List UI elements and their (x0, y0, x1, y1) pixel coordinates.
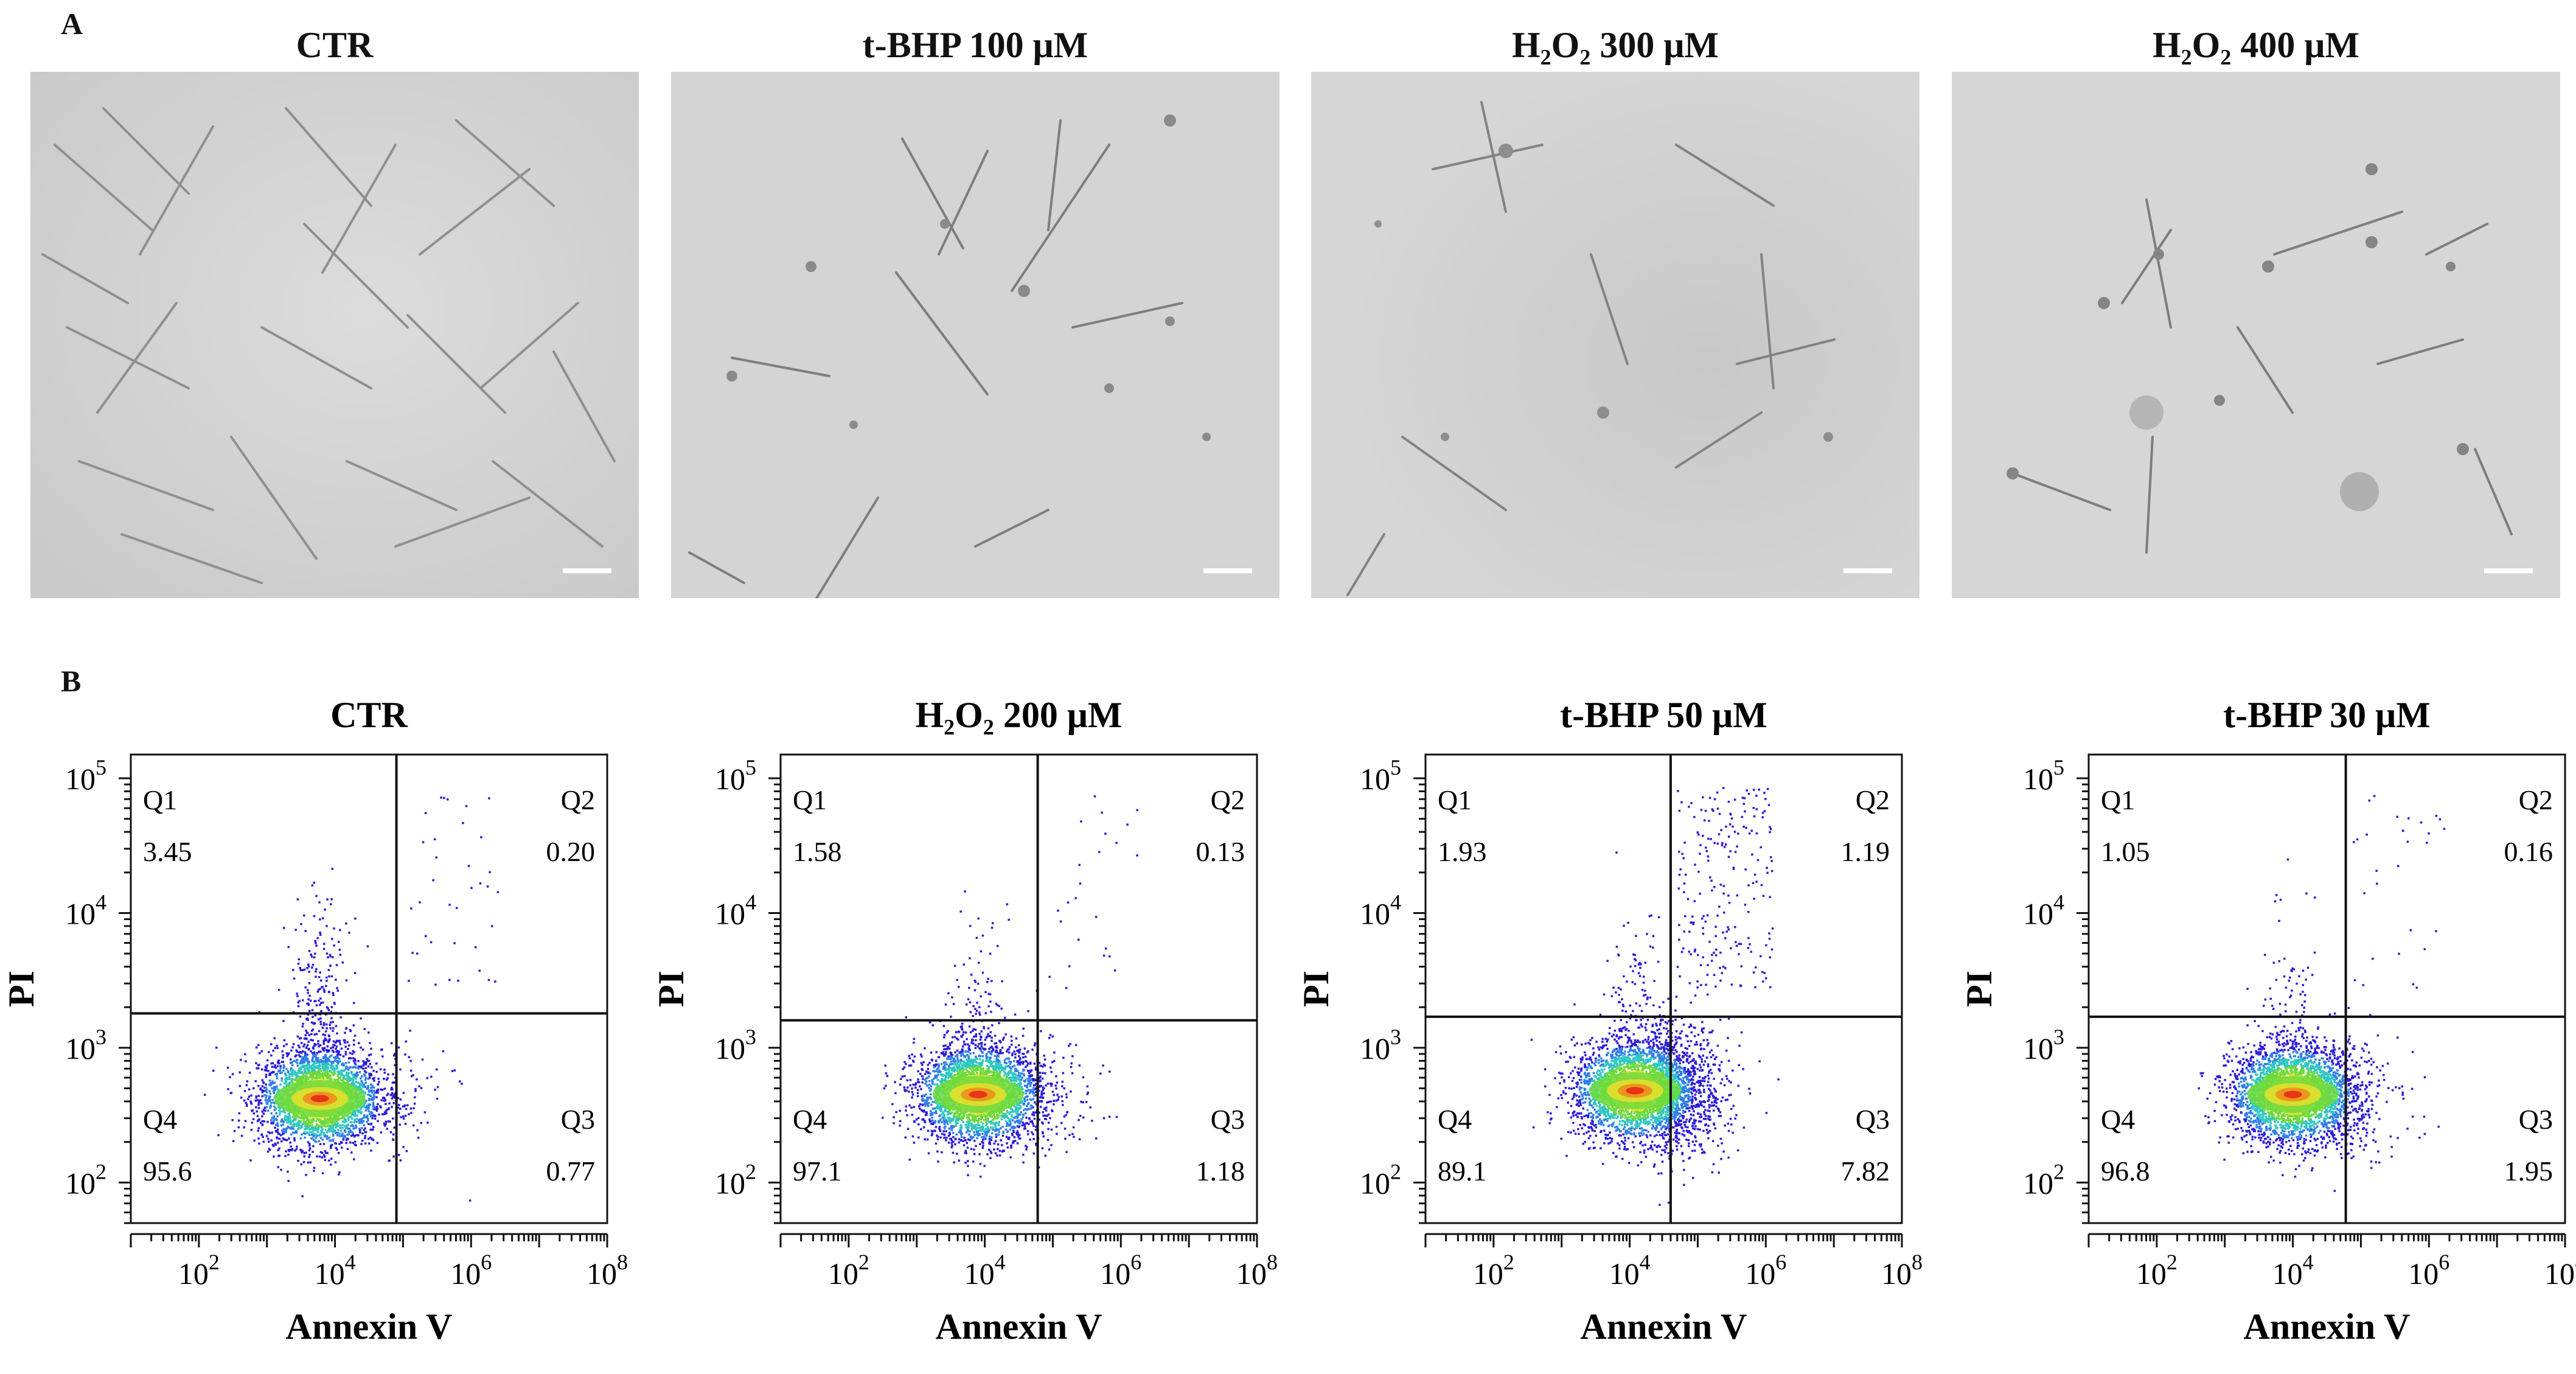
quadrant-name: Q3 (561, 1104, 595, 1135)
y-tick-label: 104 (1360, 890, 1401, 930)
flow-cytometry-panel: CTR Q1 3.45 Q2 0.20 Q3 0.77 Q4 95.6 102 103 104 105 1… (1, 695, 2576, 1347)
quadrant-name: Q4 (793, 1104, 827, 1135)
quadrant-name: Q1 (793, 784, 827, 815)
facs-plot-1: CTR Q1 3.45 Q2 0.20 Q3 0.77 Q4 95.6 102 103 104 105 1… (1, 695, 628, 1347)
quadrant-value: 0.20 (546, 836, 596, 867)
event-dots (204, 797, 500, 1202)
quadrant-value: 89.1 (1438, 1156, 1487, 1187)
y-tick-label: 102 (715, 1159, 756, 1200)
y-tick-label: 105 (65, 755, 106, 796)
panel-b-letter: B (61, 664, 82, 698)
plot-frame (130, 753, 608, 1224)
x-tick-label: 106 (1745, 1250, 1786, 1291)
y-axis-label: PI (1, 971, 41, 1007)
quadrant-name: Q4 (2101, 1104, 2135, 1135)
plot-frame (779, 753, 1258, 1224)
y-tick-label: 103 (715, 1025, 756, 1065)
x-tick-label: 108 (1881, 1250, 1923, 1291)
quadrant-name: Q3 (2519, 1104, 2553, 1135)
y-tick-label: 104 (65, 890, 106, 930)
x-tick-label: 102 (2136, 1250, 2177, 1291)
x-tick-label: 106 (450, 1250, 492, 1291)
y-axis-label: PI (651, 971, 691, 1007)
y-axis-label: PI (1296, 971, 1336, 1007)
y-tick-label: 102 (65, 1159, 106, 1200)
quadrant-value: 7.82 (1841, 1156, 1890, 1187)
x-tick-label: 102 (178, 1250, 220, 1291)
panel-a-letter: A (61, 7, 83, 41)
quadrant-value: 1.93 (1438, 836, 1487, 867)
quadrant-value: 0.16 (2504, 836, 2553, 867)
facs-plot-title: t-BHP 30 μM (2223, 695, 2431, 735)
quadrant-value: 95.6 (143, 1156, 192, 1187)
y-tick-label: 105 (1360, 755, 1401, 796)
micro-title-ctr: CTR (296, 25, 374, 65)
quadrant-name: Q1 (143, 784, 177, 815)
y-tick-label: 104 (2023, 890, 2064, 930)
quadrant-value: 96.8 (2101, 1156, 2150, 1187)
x-axis-label: Annexin V (936, 1306, 1102, 1347)
x-tick-label: 102 (1473, 1250, 1514, 1291)
micrograph-h2o2-300 (1311, 72, 1920, 598)
quadrant-value: 1.05 (2101, 836, 2150, 867)
y-tick-label: 103 (1360, 1025, 1401, 1065)
micro-title-h2o2-400: H₂O₂ 400 μM (2153, 25, 2359, 65)
micrograph-h2o2-400 (1952, 72, 2560, 598)
quadrant-value: 1.95 (2504, 1156, 2553, 1187)
facs-plot-title: t-BHP 50 μM (1560, 695, 1767, 735)
quadrant-value: 1.58 (793, 836, 842, 867)
quadrant-name: Q3 (1211, 1104, 1245, 1135)
facs-plot-3: t-BHP 50 μM Q1 1.93 Q2 1.19 Q3 7.82 Q4 89.1 102 10… (1296, 695, 1923, 1347)
x-tick-label: 104 (1609, 1250, 1651, 1291)
y-tick-label: 103 (2023, 1025, 2064, 1065)
micrograph-tbhp100 (671, 72, 1279, 598)
y-tick-label: 105 (715, 755, 756, 796)
micro-title-tbhp100: t-BHP 100 μM (862, 25, 1088, 65)
quadrant-name: Q2 (1211, 784, 1245, 815)
y-tick-label: 102 (1360, 1159, 1401, 1200)
quadrant-name: Q2 (1856, 784, 1890, 815)
x-tick-label: 102 (828, 1250, 869, 1291)
quadrant-value: 0.77 (546, 1156, 596, 1187)
micrograph-ctr (30, 72, 639, 598)
y-tick-label: 102 (2023, 1159, 2064, 1200)
x-tick-label: 106 (2408, 1250, 2449, 1291)
x-tick-label: 108 (2544, 1250, 2576, 1291)
quadrant-name: Q1 (2101, 784, 2135, 815)
y-tick-label: 104 (715, 890, 756, 930)
facs-plot-title: H₂O₂ 200 μM (916, 695, 1123, 735)
quadrant-name: Q2 (2519, 784, 2553, 815)
y-tick-label: 103 (65, 1025, 106, 1065)
x-tick-label: 108 (1236, 1250, 1278, 1291)
x-axis-label: Annexin V (2244, 1306, 2411, 1347)
event-dots (882, 795, 1138, 1178)
quadrant-name: Q4 (143, 1104, 177, 1135)
micro-title-h2o2-300: H₂O₂ 300 μM (1512, 25, 1719, 65)
quadrant-value: 0.13 (1196, 836, 1245, 867)
quadrant-name: Q2 (561, 784, 595, 815)
quadrant-value: 97.1 (793, 1156, 842, 1187)
facs-plot-title: CTR (330, 695, 408, 735)
event-dots (1530, 787, 1780, 1206)
x-axis-label: Annexin V (286, 1306, 453, 1347)
quadrant-name: Q3 (1856, 1104, 1890, 1135)
y-tick-label: 105 (2023, 755, 2064, 796)
quadrant-value: 1.19 (1841, 836, 1890, 867)
facs-plot-2: H₂O₂ 200 μM Q1 1.58 Q2 0.13 Q3 1.18 Q4 97.1 102 10… (651, 695, 1278, 1347)
plot-frame (1424, 753, 1903, 1224)
x-tick-label: 108 (587, 1250, 628, 1291)
quadrant-value: 1.18 (1196, 1156, 1245, 1187)
x-tick-label: 104 (315, 1250, 356, 1291)
event-dots (2198, 795, 2446, 1192)
x-axis-label: Annexin V (1581, 1306, 1747, 1347)
quadrant-name: Q4 (1438, 1104, 1472, 1135)
quadrant-value: 3.45 (143, 836, 192, 867)
plot-frame (2087, 753, 2566, 1224)
x-tick-label: 104 (2272, 1250, 2314, 1291)
quadrant-name: Q1 (1438, 784, 1472, 815)
x-tick-label: 106 (1100, 1250, 1141, 1291)
facs-plot-4: t-BHP 30 μM Q1 1.05 Q2 0.16 Q3 1.95 Q4 96.8 102 10… (1959, 695, 2576, 1347)
x-tick-label: 104 (964, 1250, 1006, 1291)
y-axis-label: PI (1959, 971, 1999, 1007)
